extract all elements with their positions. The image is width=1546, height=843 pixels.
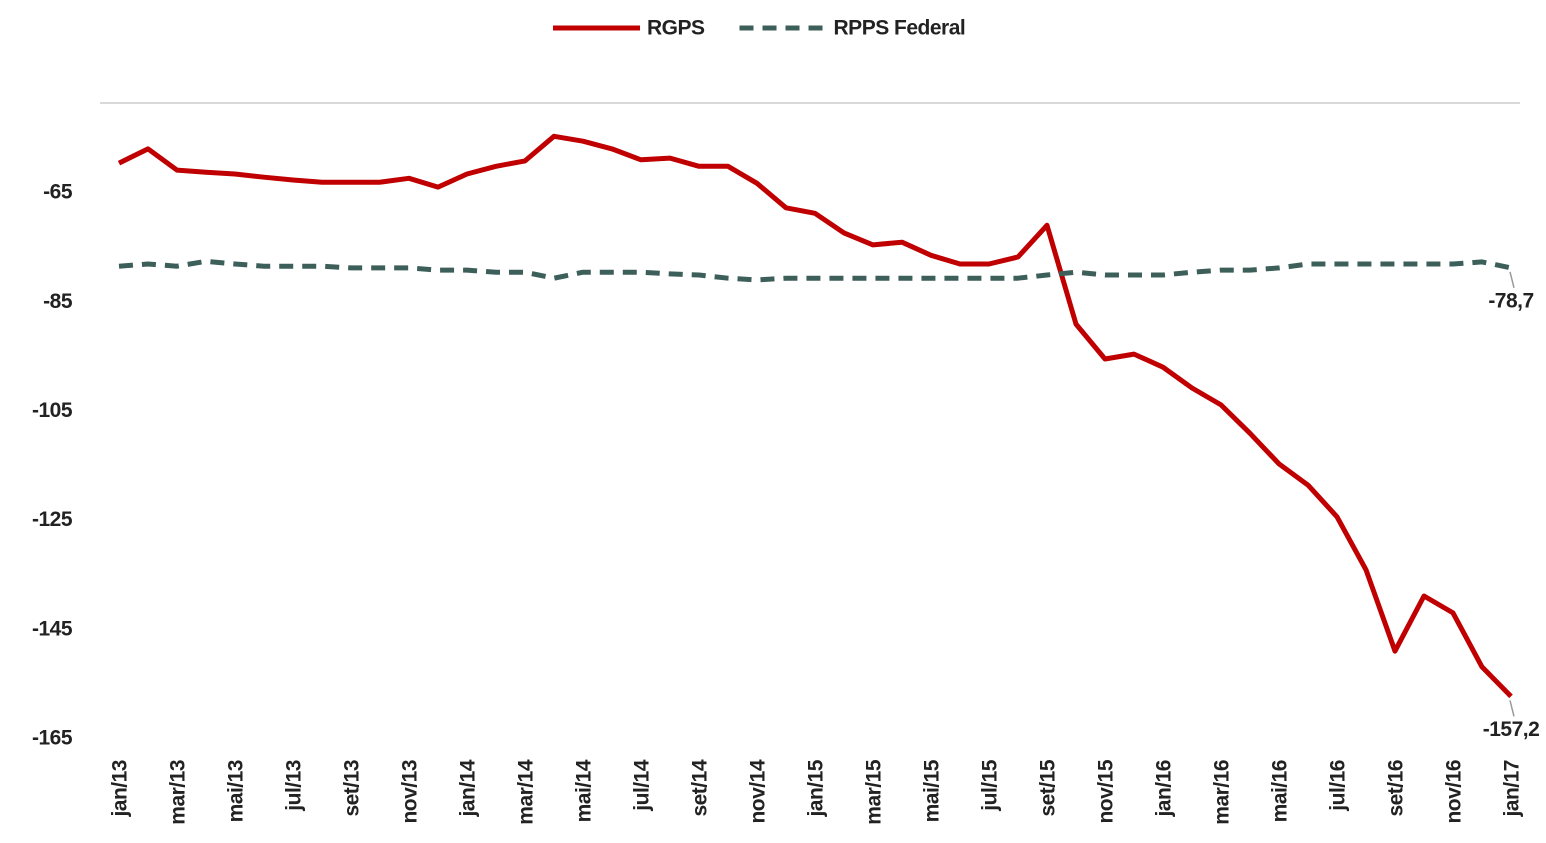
legend-label: RPPS Federal (834, 17, 966, 40)
x-tick-label: set/16 (1385, 760, 1408, 817)
x-tick-label: jul/16 (1327, 760, 1350, 812)
x-tick-label: jan/16 (1153, 760, 1176, 818)
y-tick-label: -85 (43, 290, 73, 313)
label-leader (1509, 271, 1515, 289)
x-tick-label: mai/16 (1269, 760, 1292, 822)
x-tick-label: mai/13 (225, 760, 248, 822)
x-tick-label: mar/16 (1211, 760, 1234, 825)
x-tick-label: jan/13 (109, 760, 132, 818)
y-tick-label: -145 (32, 617, 73, 640)
x-tick-label: mar/14 (515, 759, 538, 825)
series-line (118, 258, 1512, 283)
x-tick-label: jul/15 (979, 759, 1002, 812)
x-tick-label: mai/15 (921, 759, 944, 822)
y-tick-label: -165 (32, 727, 73, 750)
x-tick-label: jul/13 (283, 760, 306, 812)
x-tick-label: set/14 (689, 759, 712, 816)
x-tick-label: nov/13 (399, 760, 422, 824)
x-tick-label: nov/14 (747, 759, 770, 823)
x-tick-label: set/13 (341, 760, 364, 817)
x-tick-label: jan/14 (457, 759, 480, 817)
series-line (117, 133, 1513, 699)
x-tick-label: nov/15 (1095, 759, 1118, 823)
x-tick-label: jan/17 (1501, 760, 1524, 818)
y-tick-label: -65 (43, 181, 73, 204)
legend-label: RGPS (647, 17, 705, 40)
x-tick-label: mai/14 (573, 759, 596, 822)
x-tick-label: set/15 (1037, 759, 1060, 816)
x-tick-label: jul/14 (631, 759, 654, 812)
x-tick-label: nov/16 (1443, 760, 1466, 824)
label-leader (1509, 700, 1515, 717)
y-tick-label: -125 (32, 508, 73, 531)
data-label: -157,2 (1483, 718, 1540, 741)
y-tick-label: -105 (32, 399, 73, 422)
x-tick-label: mar/13 (167, 760, 190, 825)
x-tick-label: mar/15 (863, 759, 886, 825)
x-tick-label: jan/15 (805, 759, 828, 817)
data-label: -78,7 (1488, 289, 1533, 312)
